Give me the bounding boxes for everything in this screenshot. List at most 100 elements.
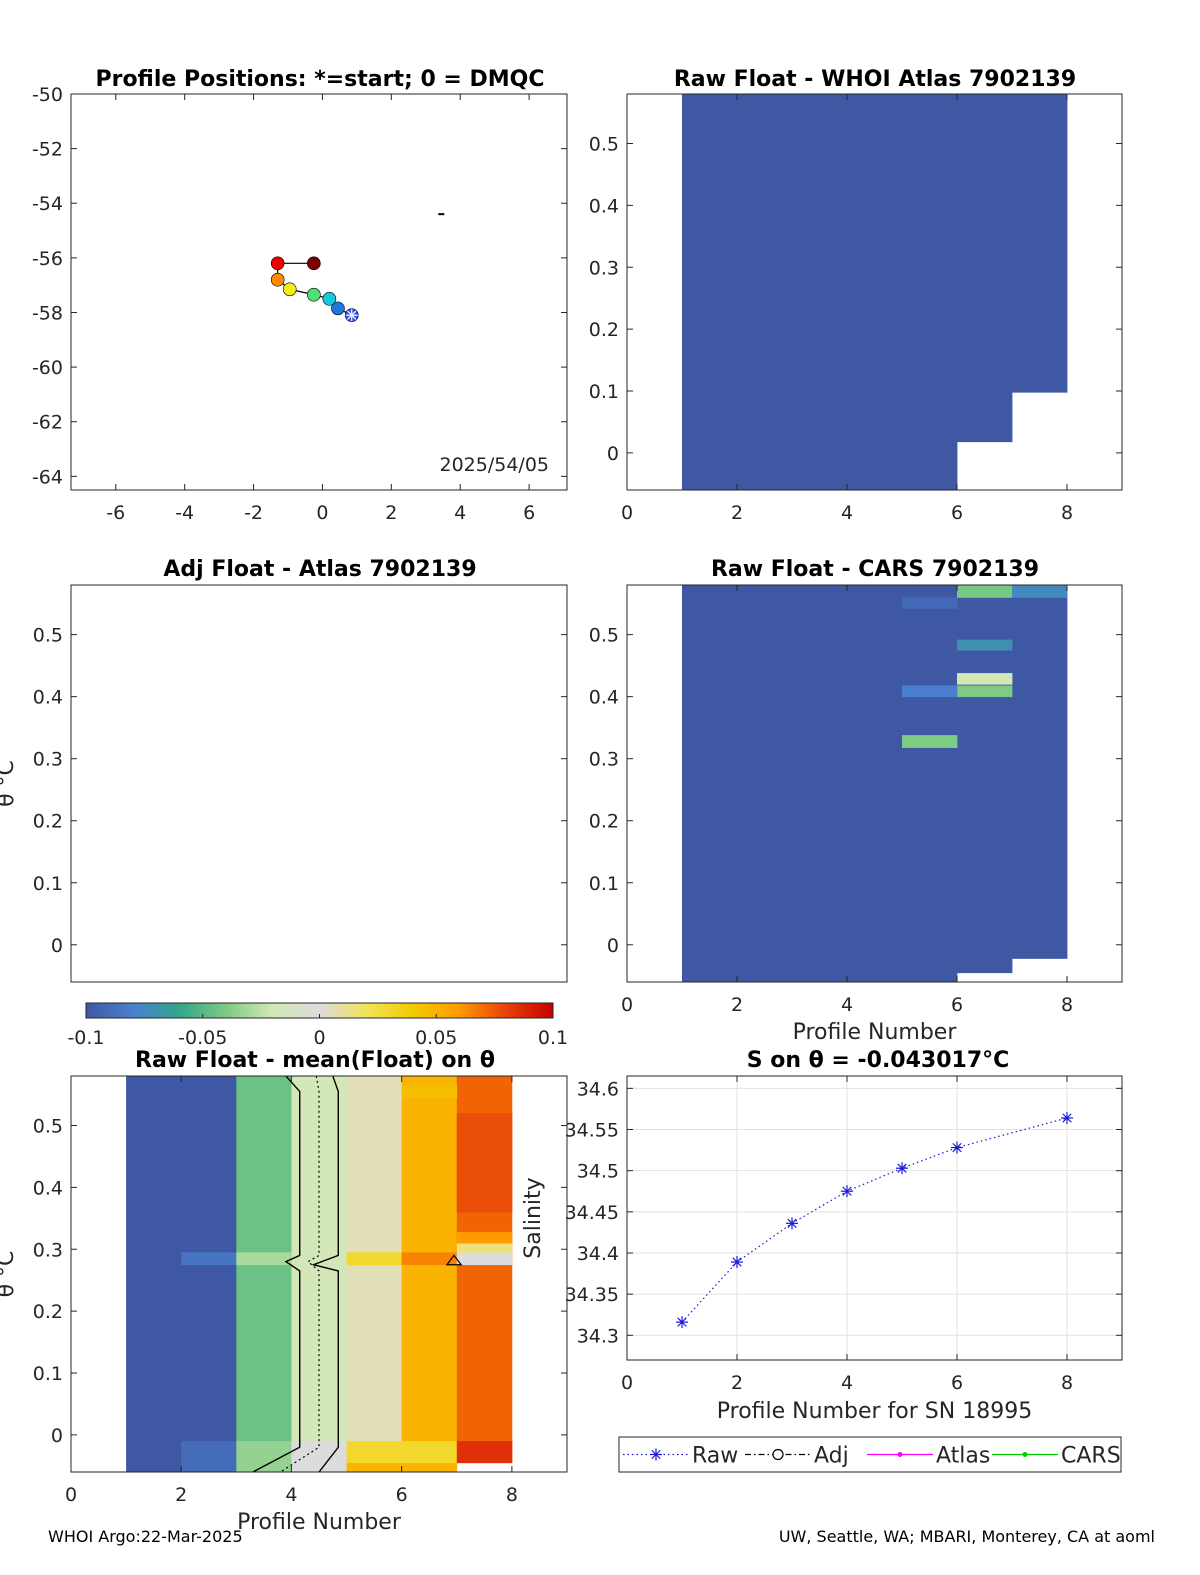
y-tick-label: -64 xyxy=(32,466,63,488)
salinity-plot: 0 2 4 6 8 34.3 34.35 34.4 34.45 34.5 34.55 34.6 Prof… xyxy=(521,1075,1123,1424)
track-point xyxy=(307,256,321,271)
y-tick-label: -62 xyxy=(32,412,63,434)
raw-cars-title: Raw Float - CARS 7902139 xyxy=(711,557,1039,582)
footer-right: UW, Seattle, WA; MBARI, Monterey, CA at … xyxy=(779,1527,1155,1546)
y-tick-label: 0 xyxy=(607,935,619,957)
track-point xyxy=(331,301,345,316)
heatmap-cells xyxy=(126,1076,513,1472)
star-stroke xyxy=(732,1257,742,1267)
heatmap-cell xyxy=(346,1462,403,1472)
axes-frame xyxy=(70,1075,568,1473)
heatmap-cell xyxy=(957,585,1013,598)
positions-date: 2025/54/05 xyxy=(439,454,549,476)
colorbar-tick-label: 0 xyxy=(313,1027,325,1049)
colorbar: -0.1 -0.05 0 0.05 0.1 xyxy=(67,1002,568,1049)
footer-left: WHOI Argo:22-Mar-2025 xyxy=(48,1527,243,1546)
x-tick-label: 2 xyxy=(731,1372,743,1394)
x-tick-label: 4 xyxy=(841,994,853,1016)
x-tick-label: 8 xyxy=(1061,994,1073,1016)
colorbar-tick-label: -0.1 xyxy=(67,1027,104,1049)
y-tick-label: 0 xyxy=(51,1425,63,1447)
y-tick-label: 0.3 xyxy=(33,749,63,771)
x-tick-label: 0 xyxy=(65,1484,77,1506)
heatmap-cell xyxy=(957,673,1013,685)
x-tick-label: 6 xyxy=(523,502,535,524)
heatmap-cell xyxy=(126,1076,237,1472)
x-tick-label: 8 xyxy=(1061,502,1073,524)
y-tick-label: 0.5 xyxy=(589,134,619,156)
heatmap-cell xyxy=(401,1441,458,1464)
adj-atlas-title: Adj Float - Atlas 7902139 xyxy=(163,557,476,582)
track-point xyxy=(307,287,321,302)
y-tick-label: 0.4 xyxy=(589,195,619,217)
y-axis-label: θ °C xyxy=(0,760,19,807)
x-tick-label: 2 xyxy=(731,994,743,1016)
y-tick-label: 34.4 xyxy=(577,1243,619,1265)
raw-data-point xyxy=(896,1162,908,1175)
y-tick-label: 0 xyxy=(607,443,619,465)
x-tick-label: 8 xyxy=(1061,1372,1073,1394)
contour-line xyxy=(311,1076,339,1472)
y-tick-label: 0.1 xyxy=(589,381,619,403)
y-tick-label: -60 xyxy=(32,357,63,379)
colorbar-tick-label: 0.1 xyxy=(538,1027,568,1049)
y-tick-label: 0.3 xyxy=(33,1239,63,1261)
legend-label: Raw xyxy=(692,1444,738,1469)
x-tick-label: 2 xyxy=(385,502,397,524)
star-stroke xyxy=(952,1142,962,1153)
y-tick-label: -58 xyxy=(32,302,63,324)
x-tick-label: 0 xyxy=(316,502,328,524)
positions-panel: Profile Positions: *=start; 0 = DMQC -6-… xyxy=(32,67,568,524)
x-tick-label: 0 xyxy=(621,502,633,524)
y-tick-label: 34.3 xyxy=(577,1325,619,1347)
y-tick-label: 0.3 xyxy=(589,257,619,279)
raw-series-line xyxy=(681,1117,1068,1323)
legend-label: CARS xyxy=(1061,1444,1121,1469)
y-tick-label: 0.2 xyxy=(33,811,63,833)
x-tick-label: -2 xyxy=(244,502,263,524)
salinity-title: S on θ = -0.043017°C xyxy=(747,1048,1010,1073)
raw-data-point xyxy=(1061,1111,1073,1124)
y-tick-label: -52 xyxy=(32,139,63,161)
track-point xyxy=(322,292,337,306)
axes-frame xyxy=(626,584,1123,983)
y-tick-label: 0.5 xyxy=(33,625,63,647)
star-stroke xyxy=(842,1186,852,1196)
raw-cars-panel: Raw Float - CARS 7902139 0 2 4 6 8 0 0.1 0.2 0.3… xyxy=(589,557,1123,1045)
y-tick-label: 0.3 xyxy=(589,749,619,771)
legend-label: Adj xyxy=(814,1444,849,1469)
y-tick-label: 0.1 xyxy=(589,873,619,895)
y-axis-label: θ °C xyxy=(0,1251,19,1298)
y-tick-label: -50 xyxy=(32,84,63,106)
y-tick-label: 34.5 xyxy=(577,1161,619,1183)
x-tick-label: 2 xyxy=(175,1484,187,1506)
track-point xyxy=(270,256,285,271)
heatmap-cells xyxy=(682,94,1068,490)
legend-marker xyxy=(897,1452,903,1457)
heatmap-cell xyxy=(682,94,958,490)
x-tick-label: 8 xyxy=(506,1484,518,1506)
raw-data-point xyxy=(786,1217,798,1230)
raw-data-point xyxy=(841,1185,853,1198)
raw-data-point xyxy=(951,1141,963,1154)
heatmap-cell xyxy=(1012,585,1068,598)
heatmap-cell xyxy=(236,1076,292,1472)
y-tick-label: 0.2 xyxy=(33,1301,63,1323)
y-tick-label: 0.4 xyxy=(589,687,619,709)
raw-mean-panel: Raw Float - mean(Float) on θ 0 2 4 6 8 0 0.1 0.… xyxy=(0,1048,568,1535)
x-axis-label: Profile Number for SN 18995 xyxy=(717,1399,1032,1424)
x-tick-label: 4 xyxy=(454,502,466,524)
y-tick-label: 0.1 xyxy=(33,873,63,895)
heatmap-cell xyxy=(181,1441,237,1472)
axes-frame xyxy=(626,93,1123,491)
y-tick-label: 0.4 xyxy=(33,1177,63,1199)
raw-data-point xyxy=(731,1256,743,1269)
positions-title: Profile Positions: *=start; 0 = DMQC xyxy=(95,67,544,92)
legend-marker xyxy=(772,1448,784,1461)
heatmap-cell xyxy=(346,1252,403,1266)
raw-atlas-title: Raw Float - WHOI Atlas 7902139 xyxy=(674,67,1076,92)
heatmap-cell xyxy=(902,735,958,748)
star-stroke xyxy=(897,1163,907,1173)
heatmap-cell xyxy=(456,1243,513,1253)
